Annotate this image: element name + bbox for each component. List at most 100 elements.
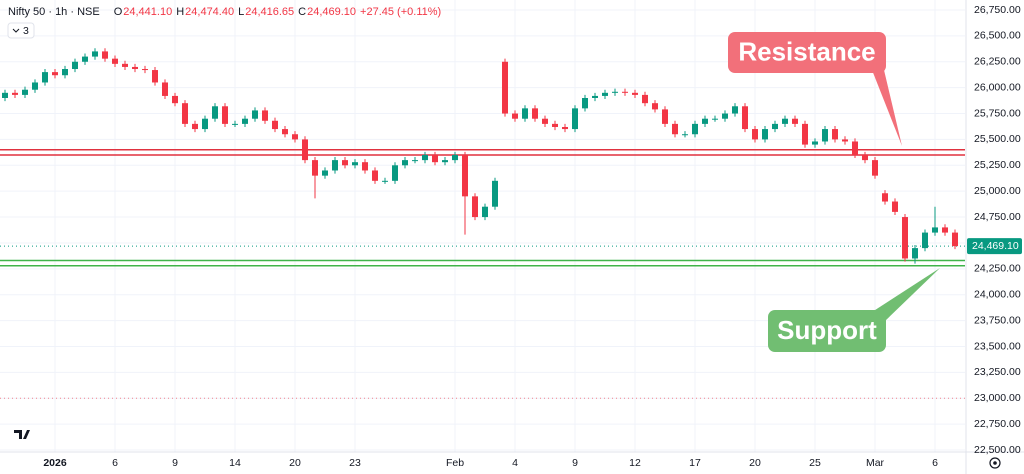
candle-body [472,196,478,218]
x-tick-label: 6 [932,457,938,469]
candle-body [92,51,98,57]
annotation-box [728,32,886,73]
candle-body [632,92,638,95]
candle-body [42,72,48,83]
candle-body [262,110,268,121]
y-tick-label: 22,500.00 [974,444,1021,456]
candle-body [592,95,598,98]
symbol: Nifty 50 · 1h · NSE [8,6,100,18]
indicator-count: 3 [23,25,29,37]
candle-body [422,154,428,161]
y-tick-label: 24,000.00 [974,288,1021,300]
candle-body [32,82,38,90]
x-tick-label: 23 [349,457,361,469]
candle-body [182,103,188,124]
grid [0,0,965,452]
y-tick-label: 26,750.00 [974,4,1021,16]
tv-logo [14,430,30,439]
last-price-label: 24,469.10 [972,240,1019,252]
candle-body [722,113,728,119]
candle-body [542,118,548,124]
candle-body [292,134,298,140]
ohlc-value: 24,469.10 [307,6,356,18]
candle-body [762,129,768,140]
x-tick-label: 9 [572,457,578,469]
candle-body [322,170,328,176]
candle-body [692,123,698,135]
y-tick-label: 24,250.00 [974,263,1021,275]
candle-body [622,91,628,93]
candle-body [922,232,928,249]
ohlc-value: 24,416.65 [245,6,294,18]
y-tick-label: 22,750.00 [974,418,1021,430]
candle-body [252,110,258,119]
ohlc-key: L [238,6,244,18]
candle-body [612,91,618,93]
header: Nifty 50 · 1h · NSE O 24,441.10 H 24,474.40… [8,6,441,18]
candle-body [222,106,228,124]
candle-body [372,170,378,181]
y-tick-label: 23,000.00 [974,392,1021,404]
candle-body [842,139,848,142]
x-tick-label: Feb [446,457,464,469]
candle-body [122,63,128,67]
x-tick-label: Mar [866,457,885,469]
candle-body [432,154,438,163]
candle-body [342,160,348,166]
candle-body [512,113,518,119]
x-tick-label: 20 [289,457,301,469]
candle-body [852,141,858,155]
candle-body [332,160,338,171]
candle-body [952,232,958,247]
candle-body [682,134,688,136]
y-tick-label: 26,000.00 [974,81,1021,93]
x-tick-label: 14 [229,457,241,469]
candle-body [782,118,788,124]
x-tick-label: 4 [512,457,518,469]
candle-body [112,58,118,64]
change: +27.45 (+0.11%) [360,6,441,18]
ohlc-key: C [298,6,306,18]
indicator-toggle[interactable]: 3 [7,22,35,39]
candle-body [872,160,878,176]
candle-body [2,92,8,98]
ohlc-value: 24,441.10 [123,6,172,18]
candle-body [942,227,948,233]
ohlc-key: H [176,6,184,18]
ohlc-key: O [114,6,123,18]
candle-body [412,160,418,162]
annotation-box [768,310,886,352]
candle-body [452,154,458,161]
x-tick-label: 12 [629,457,641,469]
candle-body [912,248,918,259]
candle-body [732,106,738,114]
candle-body [702,118,708,124]
candle-body [22,89,28,95]
y-tick-label: 26,500.00 [974,30,1021,42]
candle-body [552,123,558,127]
candle-body [442,160,448,163]
y-tick-label: 25,250.00 [974,159,1021,171]
candle-body [562,126,568,130]
candle-body [282,129,288,135]
candle-body [52,72,58,76]
x-tick-label: 17 [689,457,701,469]
candle-body [822,129,828,142]
annotation-label: Resistance [738,36,875,66]
y-tick-label: 23,750.00 [974,314,1021,326]
annotation-label: Support [777,315,877,345]
candle-body [752,129,758,140]
candle-body [382,180,388,182]
candle-body [862,154,868,161]
candle-body [902,217,908,259]
candle-body [172,95,178,104]
candle-body [502,61,508,114]
settings-icon[interactable] [989,457,1001,469]
candle-body [802,123,808,145]
annotation-tail [872,70,902,146]
candle-body [892,201,898,212]
candle-body [142,69,148,71]
candle-body [152,70,158,83]
y-tick-label: 26,250.00 [974,56,1021,68]
candle-body [162,82,168,96]
